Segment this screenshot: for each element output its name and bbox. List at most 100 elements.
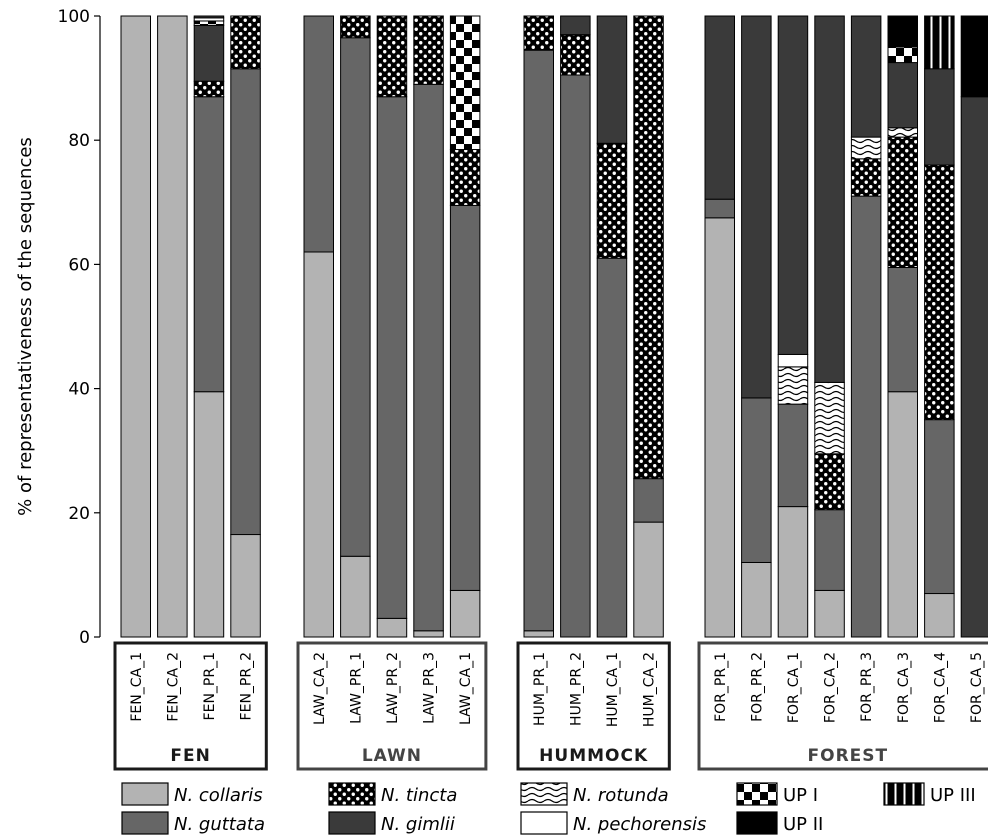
- legend-label: N. rotunda: [573, 785, 669, 806]
- bar-segment-hum-pr-2-n-gimlii: [560, 15, 591, 36]
- bar-law-ca-1: [449, 15, 481, 638]
- group-label-lawn: LAWN: [362, 746, 422, 766]
- y-tick-label: 0: [79, 628, 90, 648]
- legend-swatch: [883, 782, 925, 806]
- bar-segment-for-ca-1-n-guttata: [777, 403, 809, 508]
- category-label-area: FEN_CA_1 FEN_CA_2 FEN_PR_1 FEN_PR_2 FEN LAW_C…: [113, 641, 988, 771]
- bar-segment-fen-pr-1-n-guttata: [193, 96, 225, 393]
- bar-segment-for-ca-3-n-guttata: [887, 267, 918, 393]
- bar-segment-for-ca-2-n-guttata: [814, 509, 845, 591]
- group-box-fen: [113, 641, 268, 771]
- bar-fen-ca-1: [120, 15, 151, 638]
- legend-swatch: [328, 811, 376, 835]
- bar-segment-for-ca-2-n-collaris: [814, 589, 845, 638]
- bar-segment-for-ca-3-n-rotunda: [887, 127, 918, 138]
- legend-label: UP II: [783, 814, 823, 835]
- category-label: FOR_PR_2: [749, 652, 765, 722]
- bar-segment-hum-ca-2-n-collaris: [633, 521, 664, 638]
- bar-segment-for-pr-2-n-gimlii: [741, 15, 772, 399]
- bar-segment-for-pr-3-n-guttata: [850, 195, 882, 638]
- bar-hum-ca-1: [596, 15, 628, 638]
- bar-segment-for-pr-3-n-tincta: [850, 158, 882, 197]
- bar-segment-for-ca-4-n-gimlii: [924, 68, 955, 166]
- y-axis: 0 20 40 60 80 100 % of representativeness of t…: [15, 7, 101, 648]
- bar-law-ca-2: [303, 15, 334, 638]
- bar-law-pr-2: [376, 15, 408, 638]
- bar-law-pr-3: [413, 15, 444, 638]
- bar-segment-law-ca-1-n-guttata: [449, 204, 481, 591]
- category-label: FEN_PR_1: [202, 652, 218, 720]
- bar-segment-for-ca-5-up-ii: [960, 15, 988, 98]
- category-label: HUM_CA_1: [605, 652, 621, 727]
- bar-segment-hum-ca-2-n-tincta: [633, 15, 664, 480]
- legend-swatch: [736, 811, 778, 835]
- bar-segment-for-ca-1-n-collaris: [777, 506, 809, 638]
- bar-segment-for-ca-3-up-i: [887, 46, 918, 64]
- legend-swatch: [520, 782, 568, 806]
- legend-item-n-rotunda: N. rotunda: [520, 782, 669, 806]
- bar-segment-for-pr-3-n-gimlii: [850, 15, 882, 138]
- bar-segment-for-pr-1-n-gimlii: [704, 15, 735, 200]
- bar-segment-fen-pr-2-n-tincta: [230, 15, 261, 70]
- category-label: FOR_PR_3: [859, 652, 875, 722]
- category-label: FEN_CA_2: [165, 652, 181, 722]
- group-box-forest: [697, 641, 988, 771]
- category-label: LAW_PR_3: [422, 652, 438, 724]
- bar-segment-law-pr-3-n-guttata: [413, 83, 444, 632]
- bar-segment-law-pr-2-n-collaris: [376, 617, 408, 638]
- bar-segment-fen-ca-2-n-collaris: [157, 15, 188, 638]
- bar-fen-pr-1: [193, 15, 225, 638]
- category-label: LAW_CA_1: [458, 652, 474, 725]
- bar-area: [120, 15, 988, 638]
- y-axis-label: % of representativeness of the sequences: [15, 137, 36, 516]
- y-tick-label: 60: [68, 255, 90, 275]
- legend-label: N. tincta: [381, 785, 457, 806]
- bar-hum-pr-2: [560, 15, 591, 638]
- bar-hum-ca-2: [633, 15, 664, 638]
- bar-segment-fen-pr-1-up-i: [193, 20, 225, 26]
- bar-segment-for-ca-2-n-rotunda: [814, 381, 845, 455]
- legend-label: N. gimlii: [381, 814, 455, 835]
- bar-segment-law-pr-1-n-guttata: [340, 37, 371, 557]
- bar-segment-hum-pr-1-n-guttata: [523, 49, 554, 632]
- legend: N. collaris N. tincta N. rotunda UP I UP III…: [121, 782, 976, 835]
- bar-segment-for-ca-1-n-rotunda: [777, 366, 809, 405]
- y-tick-label: 80: [68, 131, 90, 151]
- group-label-fen: FEN: [170, 746, 210, 766]
- bar-group-fen: [120, 15, 261, 638]
- group-box-lawn: [296, 641, 488, 771]
- bar-segment-law-ca-1-n-tincta: [449, 149, 481, 206]
- bar-segment-for-ca-3-n-collaris: [887, 391, 918, 638]
- bar-group-hummock: [523, 15, 664, 638]
- bar-segment-fen-pr-1-n-gimlii: [193, 15, 225, 19]
- bar-law-pr-1: [340, 15, 371, 638]
- legend-swatch: [121, 782, 169, 806]
- bar-segment-for-ca-1-n-pechorensis: [777, 353, 809, 368]
- group-label-forest: FOREST: [808, 746, 889, 766]
- bar-for-pr-2: [741, 15, 772, 638]
- bar-segment-hum-ca-1-n-tincta: [596, 142, 628, 259]
- bar-segment-law-ca-2-n-collaris: [303, 251, 334, 638]
- bar-fen-ca-2: [157, 15, 188, 638]
- bar-segment-fen-ca-1-n-collaris: [120, 15, 151, 638]
- bar-segment-hum-pr-2-n-guttata: [560, 74, 591, 638]
- bar-segment-for-ca-4-n-collaris: [924, 593, 955, 638]
- bar-segment-law-pr-3-n-collaris: [413, 630, 444, 638]
- bar-for-ca-1: [777, 15, 809, 638]
- legend-item-n-gimlii: N. gimlii: [328, 811, 455, 835]
- bar-segment-for-ca-2-n-gimlii: [814, 15, 845, 383]
- legend-swatch: [121, 811, 169, 835]
- bar-segment-hum-ca-1-n-gimlii: [596, 15, 628, 144]
- category-label: LAW_PR_2: [385, 652, 401, 724]
- group-label-hummock: HUMMOCK: [539, 746, 648, 766]
- bar-segment-for-ca-3-up-ii: [887, 15, 918, 48]
- category-label: LAW_CA_2: [312, 652, 328, 725]
- bar-segment-law-pr-1-n-tincta: [340, 15, 371, 39]
- bar-segment-hum-pr-1-n-collaris: [523, 630, 554, 638]
- bar-segment-for-pr-3-n-rotunda: [850, 136, 882, 160]
- legend-label: N. collaris: [174, 785, 263, 806]
- category-label: FOR_CA_3: [896, 652, 912, 723]
- legend-swatch: [736, 782, 778, 806]
- bar-fen-pr-2: [230, 15, 261, 638]
